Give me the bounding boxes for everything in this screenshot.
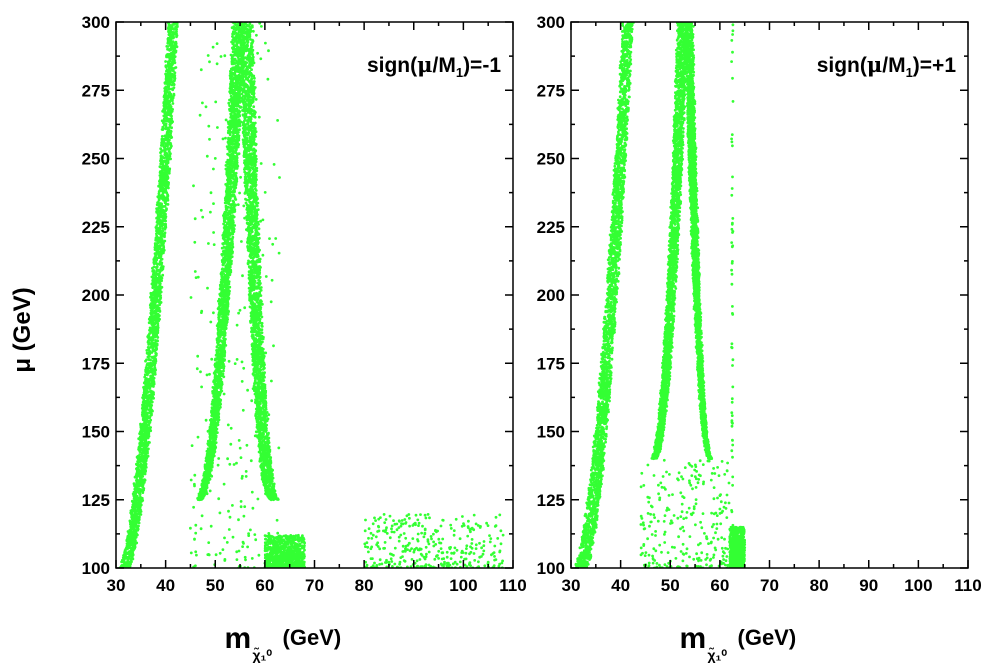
panel-sign-minus: 30 40 50 60 70 80 90 100 110 100 125 150 175 200 225 25… — [82, 13, 527, 663]
x-tick-label: 50 — [206, 576, 225, 595]
y-tick-label: 275 — [537, 81, 565, 100]
y-axis-title: μ (GeV) — [9, 287, 36, 372]
x-axis-title: m χ̃₁⁰ (GeV) — [225, 622, 342, 663]
y-tick-label: 225 — [537, 218, 565, 237]
x-tick-label: 40 — [611, 576, 630, 595]
y-tick-label: 100 — [537, 559, 565, 578]
y-tick-label: 125 — [82, 491, 110, 510]
x-tick-label: 40 — [156, 576, 175, 595]
y-tick-label: 150 — [82, 423, 110, 442]
x-tick-label: 70 — [305, 576, 324, 595]
svg-text:χ̃₁⁰: χ̃₁⁰ — [253, 646, 273, 663]
svg-text:m: m — [680, 622, 707, 655]
ticks-layer — [571, 22, 968, 568]
points-layer — [575, 21, 747, 570]
legend-annotation: sign(μ/M1)=-1 — [367, 52, 501, 80]
y-tick-label: 175 — [82, 354, 110, 373]
y-tick-label: 275 — [82, 81, 110, 100]
y-tick-label: 200 — [82, 286, 110, 305]
x-axis-title: m χ̃₁⁰ (GeV) — [680, 622, 797, 663]
scatter-points — [119, 21, 505, 570]
y-tick-label: 175 — [537, 354, 565, 373]
panel-sign-plus: 30 40 50 60 70 80 90 100 110 100 125 150 175 200 225 25… — [537, 13, 982, 663]
ticks-layer — [116, 22, 513, 568]
x-tick-label: 110 — [499, 576, 526, 595]
x-tick-label: 60 — [710, 576, 729, 595]
x-tick-label: 60 — [255, 576, 274, 595]
x-tick-label: 70 — [760, 576, 779, 595]
y-tick-label: 250 — [537, 150, 565, 169]
y-tick-label: 100 — [82, 559, 110, 578]
x-tick-label: 30 — [107, 576, 126, 595]
x-tick-label: 100 — [449, 576, 477, 595]
y-tick-label: 225 — [82, 218, 110, 237]
plot-frame — [116, 22, 513, 568]
x-tick-label: 30 — [562, 576, 581, 595]
x-tick-label: 80 — [355, 576, 374, 595]
svg-text:μ (GeV): μ (GeV) — [9, 287, 36, 372]
y-tick-label: 200 — [537, 286, 565, 305]
y-tick-label: 300 — [82, 13, 110, 32]
scatter-points — [575, 21, 747, 570]
y-tick-label: 150 — [537, 423, 565, 442]
legend-annotation: sign(μ/M1)=+1 — [817, 52, 957, 80]
svg-text:m: m — [225, 622, 252, 655]
x-tick-label: 90 — [404, 576, 423, 595]
svg-text:(GeV): (GeV) — [738, 625, 797, 650]
y-tick-label: 250 — [82, 150, 110, 169]
x-tick-label: 110 — [954, 576, 981, 595]
plot-frame — [571, 22, 968, 568]
svg-text:(GeV): (GeV) — [283, 625, 342, 650]
y-tick-label: 300 — [537, 13, 565, 32]
y-tick-label: 125 — [537, 491, 565, 510]
x-tick-label: 100 — [904, 576, 932, 595]
x-tick-label: 90 — [859, 576, 878, 595]
svg-text:χ̃₁⁰: χ̃₁⁰ — [708, 646, 728, 663]
svg-text:sign(μ/M1)=-1: sign(μ/M1)=-1 — [367, 52, 501, 80]
points-layer — [119, 21, 505, 570]
tick-labels-layer: 30 40 50 60 70 80 90 100 110 100 125 150 175 200 225 25… — [82, 13, 527, 595]
svg-text:sign(μ/M1)=+1: sign(μ/M1)=+1 — [817, 52, 957, 80]
tick-labels-layer: 30 40 50 60 70 80 90 100 110 100 125 150 175 200 225 25… — [537, 13, 982, 595]
x-tick-label: 50 — [661, 576, 680, 595]
x-tick-label: 80 — [810, 576, 829, 595]
